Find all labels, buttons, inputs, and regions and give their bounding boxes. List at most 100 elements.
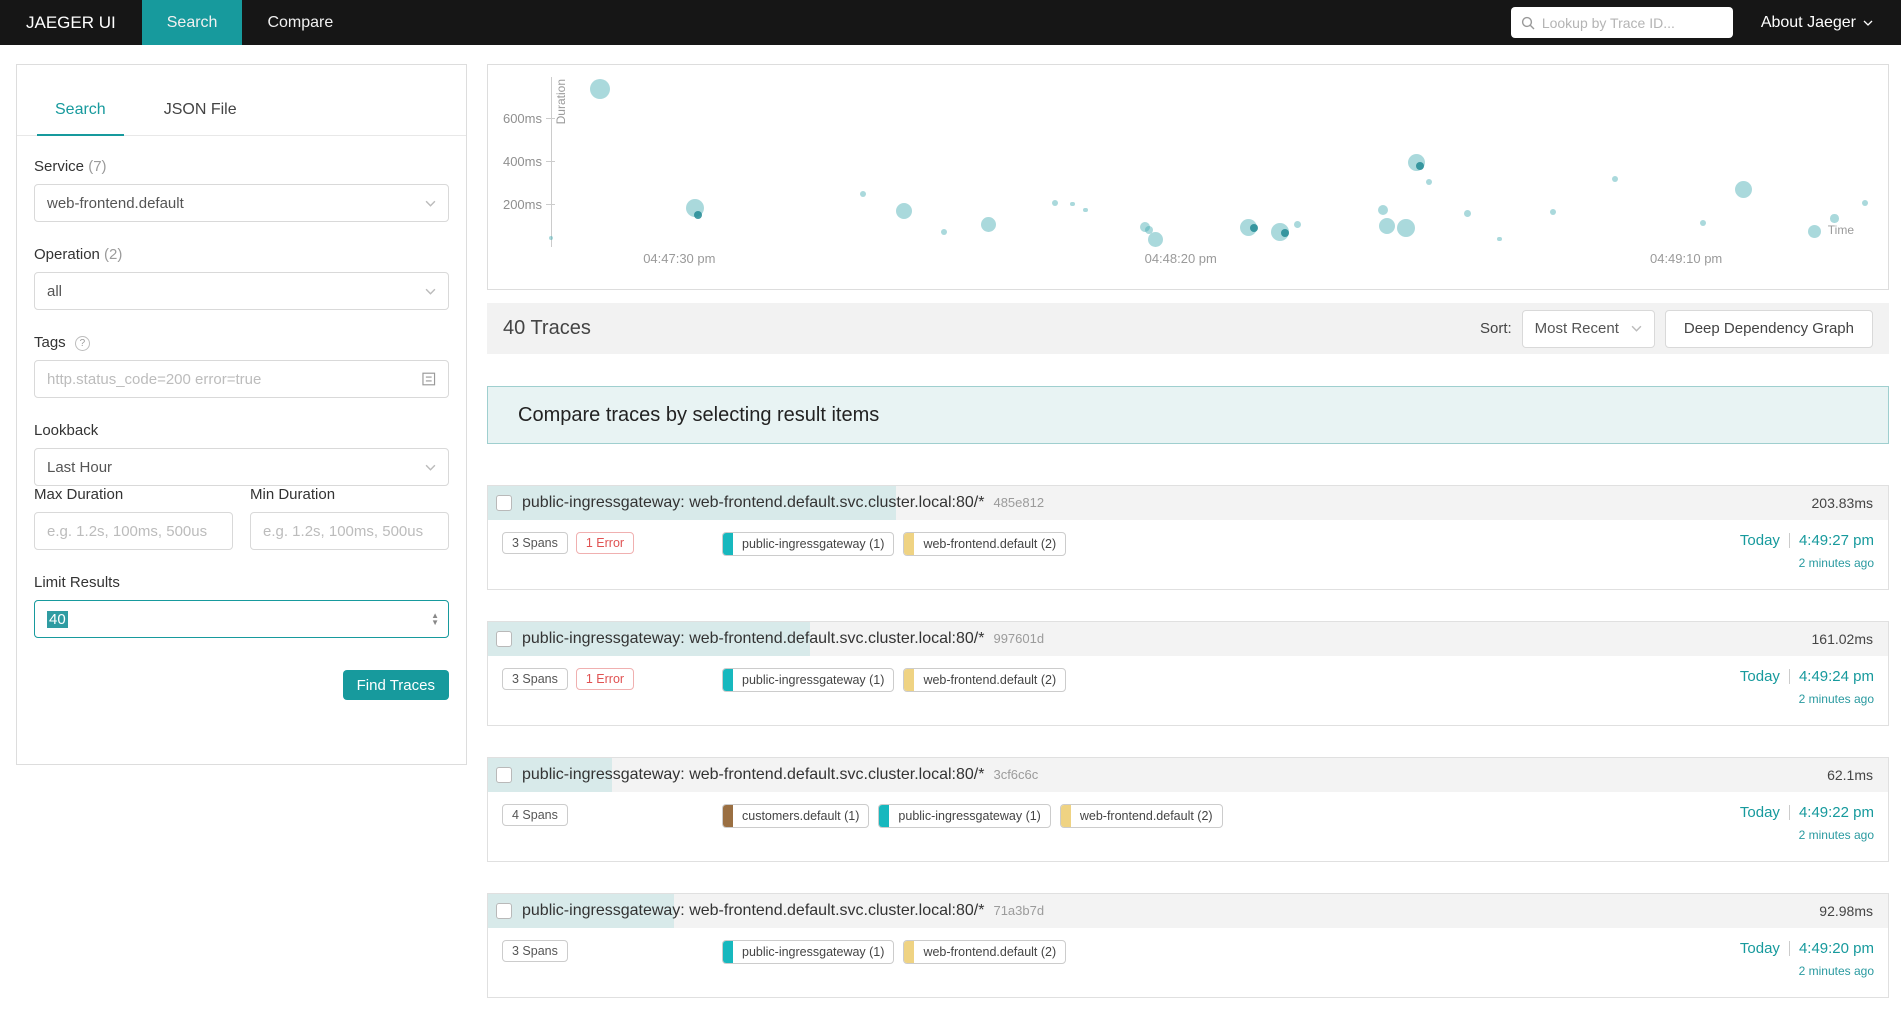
trace-scatter-point[interactable] bbox=[1734, 180, 1752, 198]
trace-result-item[interactable]: public-ingressgateway: web-frontend.defa… bbox=[487, 757, 1889, 862]
trace-scatter-point[interactable] bbox=[1807, 225, 1821, 239]
sort-select[interactable]: Most Recent bbox=[1521, 309, 1655, 348]
trace-scatter-point[interactable] bbox=[1549, 209, 1556, 216]
service-count: (7) bbox=[88, 158, 107, 175]
trace-scatter-point[interactable] bbox=[1052, 199, 1059, 206]
trace-result-item[interactable]: public-ingressgateway: web-frontend.defa… bbox=[487, 621, 1889, 726]
chevron-down-icon bbox=[1631, 325, 1642, 332]
trace-scatter-point[interactable] bbox=[1379, 217, 1396, 234]
service-select[interactable]: web-frontend.default bbox=[34, 184, 449, 222]
trace-scatter-point[interactable] bbox=[1293, 221, 1301, 229]
nav-tab-search[interactable]: Search bbox=[141, 0, 243, 45]
trace-scatter-point[interactable] bbox=[1416, 162, 1425, 171]
trace-header[interactable]: public-ingressgateway: web-frontend.defa… bbox=[488, 622, 1888, 656]
trace-checkbox[interactable] bbox=[496, 495, 512, 511]
trace-time[interactable]: 4:49:20 pm bbox=[1798, 940, 1874, 957]
trace-service-tags: customers.default (1) public-ingressgatew… bbox=[722, 804, 1223, 861]
find-traces-button[interactable]: Find Traces bbox=[342, 670, 449, 700]
trace-scatter-point[interactable] bbox=[1861, 199, 1868, 206]
trace-day: Today bbox=[1739, 940, 1780, 957]
tab-json-file[interactable]: JSON File bbox=[163, 101, 237, 118]
tab-search[interactable]: Search bbox=[37, 83, 124, 136]
trace-title[interactable]: public-ingressgateway: web-frontend.defa… bbox=[522, 766, 1038, 784]
trace-day: Today bbox=[1739, 668, 1780, 685]
deep-dependency-graph-button[interactable]: Deep Dependency Graph bbox=[1664, 309, 1873, 348]
x-tick-label: 04:48:20 pm bbox=[1144, 251, 1217, 266]
trace-result-item[interactable]: public-ingressgateway: web-frontend.defa… bbox=[487, 893, 1889, 998]
trace-timestamp: Today 4:49:20 pm 2 minutes ago bbox=[1740, 940, 1874, 997]
trace-id-input[interactable] bbox=[1541, 14, 1723, 31]
trace-scatter-point[interactable] bbox=[1378, 205, 1389, 216]
trace-scatter-point[interactable] bbox=[860, 191, 867, 198]
trace-id-lookup[interactable] bbox=[1510, 7, 1733, 38]
trace-time[interactable]: 4:49:22 pm bbox=[1798, 804, 1874, 821]
limit-results-label: Limit Results bbox=[34, 574, 120, 591]
trace-scatter-point[interactable] bbox=[1281, 229, 1290, 238]
trace-scatter-point[interactable] bbox=[1083, 207, 1088, 213]
trace-scatter-point[interactable] bbox=[1144, 225, 1153, 234]
service-tag-label: web-frontend.default (2) bbox=[1079, 809, 1213, 823]
trace-result-item[interactable]: public-ingressgateway: web-frontend.defa… bbox=[487, 485, 1889, 590]
max-duration-input[interactable] bbox=[47, 522, 220, 540]
trace-duration: 203.83ms bbox=[1811, 495, 1873, 511]
trace-time[interactable]: 4:49:24 pm bbox=[1798, 668, 1874, 685]
lookback-select-value: Last Hour bbox=[47, 458, 113, 476]
trace-scatter-point[interactable] bbox=[693, 210, 702, 219]
trace-id: 71a3b7d bbox=[993, 903, 1045, 918]
trace-scatter-point[interactable] bbox=[1830, 214, 1839, 223]
y-tick-mark bbox=[546, 118, 555, 119]
trace-scatter-point[interactable] bbox=[1249, 224, 1258, 233]
service-select-value: web-frontend.default bbox=[47, 194, 184, 212]
trace-scatter-point[interactable] bbox=[1464, 210, 1472, 218]
min-duration-wrap bbox=[250, 512, 449, 550]
service-tag-label: public-ingressgateway (1) bbox=[898, 809, 1041, 823]
service-tag: public-ingressgateway (1) bbox=[722, 940, 895, 964]
trace-scatter-point[interactable] bbox=[940, 228, 947, 235]
trace-scatter-point[interactable] bbox=[1611, 175, 1618, 182]
trace-duration-bar bbox=[488, 622, 811, 656]
trace-scatter-point[interactable] bbox=[1148, 231, 1164, 247]
timestamp-divider bbox=[1788, 669, 1790, 684]
sort-label: Sort: bbox=[1479, 320, 1512, 337]
trace-scatter-point[interactable] bbox=[1426, 179, 1433, 186]
trace-scatter-point[interactable] bbox=[1497, 236, 1502, 242]
trace-day: Today bbox=[1739, 804, 1780, 821]
trace-checkbox[interactable] bbox=[496, 767, 512, 783]
service-color-swatch bbox=[1060, 805, 1071, 827]
limit-results-input[interactable]: 40 ▲ ▼ bbox=[34, 600, 449, 638]
trace-pills: 4 Spans bbox=[502, 804, 722, 861]
trace-header[interactable]: public-ingressgateway: web-frontend.defa… bbox=[488, 758, 1888, 792]
jaeger-logo[interactable]: JAEGER UI bbox=[26, 12, 116, 32]
min-duration-input[interactable] bbox=[263, 522, 436, 540]
logfmt-toggle-icon[interactable] bbox=[422, 372, 436, 386]
duration-scatter-chart: Duration Time 600ms 400ms 200ms 04:47:30 p… bbox=[487, 64, 1889, 290]
trace-time[interactable]: 4:49:27 pm bbox=[1798, 532, 1874, 549]
trace-header[interactable]: public-ingressgateway: web-frontend.defa… bbox=[488, 486, 1888, 520]
nav-tab-compare[interactable]: Compare bbox=[267, 13, 334, 31]
trace-title[interactable]: public-ingressgateway: web-frontend.defa… bbox=[522, 630, 1044, 648]
about-jaeger-menu[interactable]: About Jaeger bbox=[1761, 14, 1873, 32]
trace-scatter-point[interactable] bbox=[1069, 201, 1075, 207]
trace-scatter-point[interactable] bbox=[981, 217, 997, 233]
trace-scatter-point[interactable] bbox=[589, 78, 610, 99]
operation-select[interactable]: all bbox=[34, 272, 449, 310]
trace-id: 485e812 bbox=[993, 495, 1045, 510]
help-icon[interactable]: ? bbox=[74, 336, 90, 351]
trace-scatter-point[interactable] bbox=[1140, 222, 1151, 232]
trace-scatter-point[interactable] bbox=[1396, 219, 1415, 238]
trace-scatter-point[interactable] bbox=[896, 203, 913, 220]
trace-header[interactable]: public-ingressgateway: web-frontend.defa… bbox=[488, 894, 1888, 928]
trace-scatter-point[interactable] bbox=[548, 235, 554, 241]
compare-banner: Compare traces by selecting result items bbox=[487, 386, 1889, 444]
trace-checkbox[interactable] bbox=[496, 631, 512, 647]
number-stepper[interactable]: ▲ ▼ bbox=[431, 611, 439, 627]
tags-input[interactable] bbox=[47, 370, 423, 388]
trace-service-tags: public-ingressgateway (1) web-frontend.de… bbox=[722, 940, 1067, 997]
service-tag: web-frontend.default (2) bbox=[903, 668, 1067, 692]
trace-title[interactable]: public-ingressgateway: web-frontend.defa… bbox=[522, 494, 1044, 512]
lookback-select[interactable]: Last Hour bbox=[34, 448, 449, 486]
service-tag: web-frontend.default (2) bbox=[903, 532, 1067, 556]
trace-checkbox[interactable] bbox=[496, 903, 512, 919]
trace-title[interactable]: public-ingressgateway: web-frontend.defa… bbox=[522, 902, 1044, 920]
trace-scatter-point[interactable] bbox=[1700, 220, 1707, 227]
